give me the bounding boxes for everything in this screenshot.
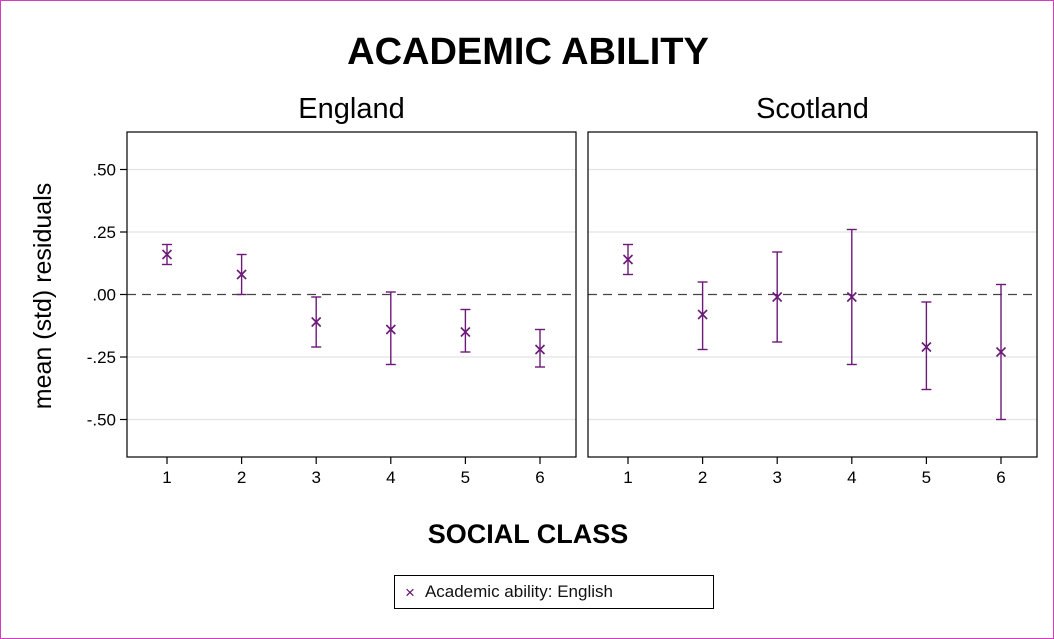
error-bar-england-1: [161, 243, 173, 266]
mean-marker-stroke: [772, 291, 783, 303]
mean-marker: [772, 291, 783, 303]
x-tick-label: 5: [922, 468, 931, 487]
error-bar-england-5: [460, 308, 471, 353]
mean-marker: [311, 316, 322, 328]
error-bar-scotland-6: [995, 283, 1007, 421]
x-tick-label: 6: [996, 468, 1005, 487]
error-bar-england-2: [236, 253, 247, 296]
y-tick-label: -.50: [87, 411, 116, 430]
x-axis-label: SOCIAL CLASS: [428, 519, 629, 549]
mean-marker-stroke: [460, 326, 471, 338]
mean-marker: [697, 309, 708, 320]
mean-marker: [534, 344, 546, 355]
x-tick-label: 5: [461, 468, 470, 487]
mean-marker-stroke: [161, 249, 173, 260]
x-tick-label: 6: [535, 468, 544, 487]
error-bar-scotland-3: [772, 251, 783, 343]
panel-frame: [587, 131, 1038, 458]
mean-marker-stroke: [921, 341, 932, 353]
mean-marker: [236, 269, 247, 280]
x-tick-label: 1: [162, 468, 171, 487]
error-bar-england-3: [311, 296, 322, 348]
mean-marker-stroke: [846, 291, 857, 303]
panel-title-england: England: [298, 93, 404, 125]
mean-marker-stroke: [995, 346, 1007, 358]
chart-title: ACADEMIC ABILITY: [347, 31, 709, 73]
error-bar-scotland-4: [846, 228, 857, 366]
mean-marker-stroke: [385, 324, 396, 335]
mean-marker-stroke: [697, 309, 708, 320]
x-tick-label: 1: [623, 468, 632, 487]
y-tick-label: .50: [92, 161, 116, 180]
mean-marker-stroke: [622, 254, 634, 265]
mean-marker-stroke: [311, 316, 322, 328]
mean-marker-stroke: [534, 344, 546, 355]
mean-marker-stroke: [236, 269, 247, 280]
y-tick-label: .25: [92, 223, 116, 242]
x-tick-label: 4: [386, 468, 395, 487]
legend-label: Academic ability: English: [424, 582, 613, 601]
y-tick-label: .00: [92, 286, 116, 305]
error-bar-scotland-1: [622, 243, 634, 276]
panels-group: England .50 .25 .00 -.25 -.50 1 2 3 4 5 6 Scotland 1 2…: [87, 93, 1038, 487]
x-tick-label: 3: [311, 468, 320, 487]
x-tick-label: 2: [698, 468, 707, 487]
mean-marker: [846, 291, 857, 303]
mean-marker: [921, 341, 932, 353]
error-bar-scotland-2: [697, 281, 708, 351]
legend: × Academic ability: English: [394, 575, 714, 609]
y-tick-label: -.25: [87, 348, 116, 367]
y-axis-label: mean (std) residuals: [29, 183, 57, 409]
x-tick-label: 4: [847, 468, 856, 487]
error-bar-scotland-5: [921, 301, 932, 391]
mean-marker: [995, 346, 1007, 358]
x-tick-label: 3: [772, 468, 781, 487]
legend-marker-icon: ×: [405, 582, 415, 602]
error-bar-england-6: [534, 328, 546, 368]
mean-marker: [622, 254, 634, 265]
mean-marker: [460, 326, 471, 338]
x-tick-label: 2: [237, 468, 246, 487]
mean-marker: [385, 324, 396, 335]
panel-england: England .50 .25 .00 -.25 -.50 1 2 3 4 5 6: [87, 93, 577, 487]
panel-scotland: Scotland 1 2 3 4 5 6: [587, 93, 1038, 487]
error-bar-england-4: [385, 291, 396, 366]
mean-marker: [161, 249, 173, 260]
panel-title-scotland: Scotland: [756, 93, 869, 125]
